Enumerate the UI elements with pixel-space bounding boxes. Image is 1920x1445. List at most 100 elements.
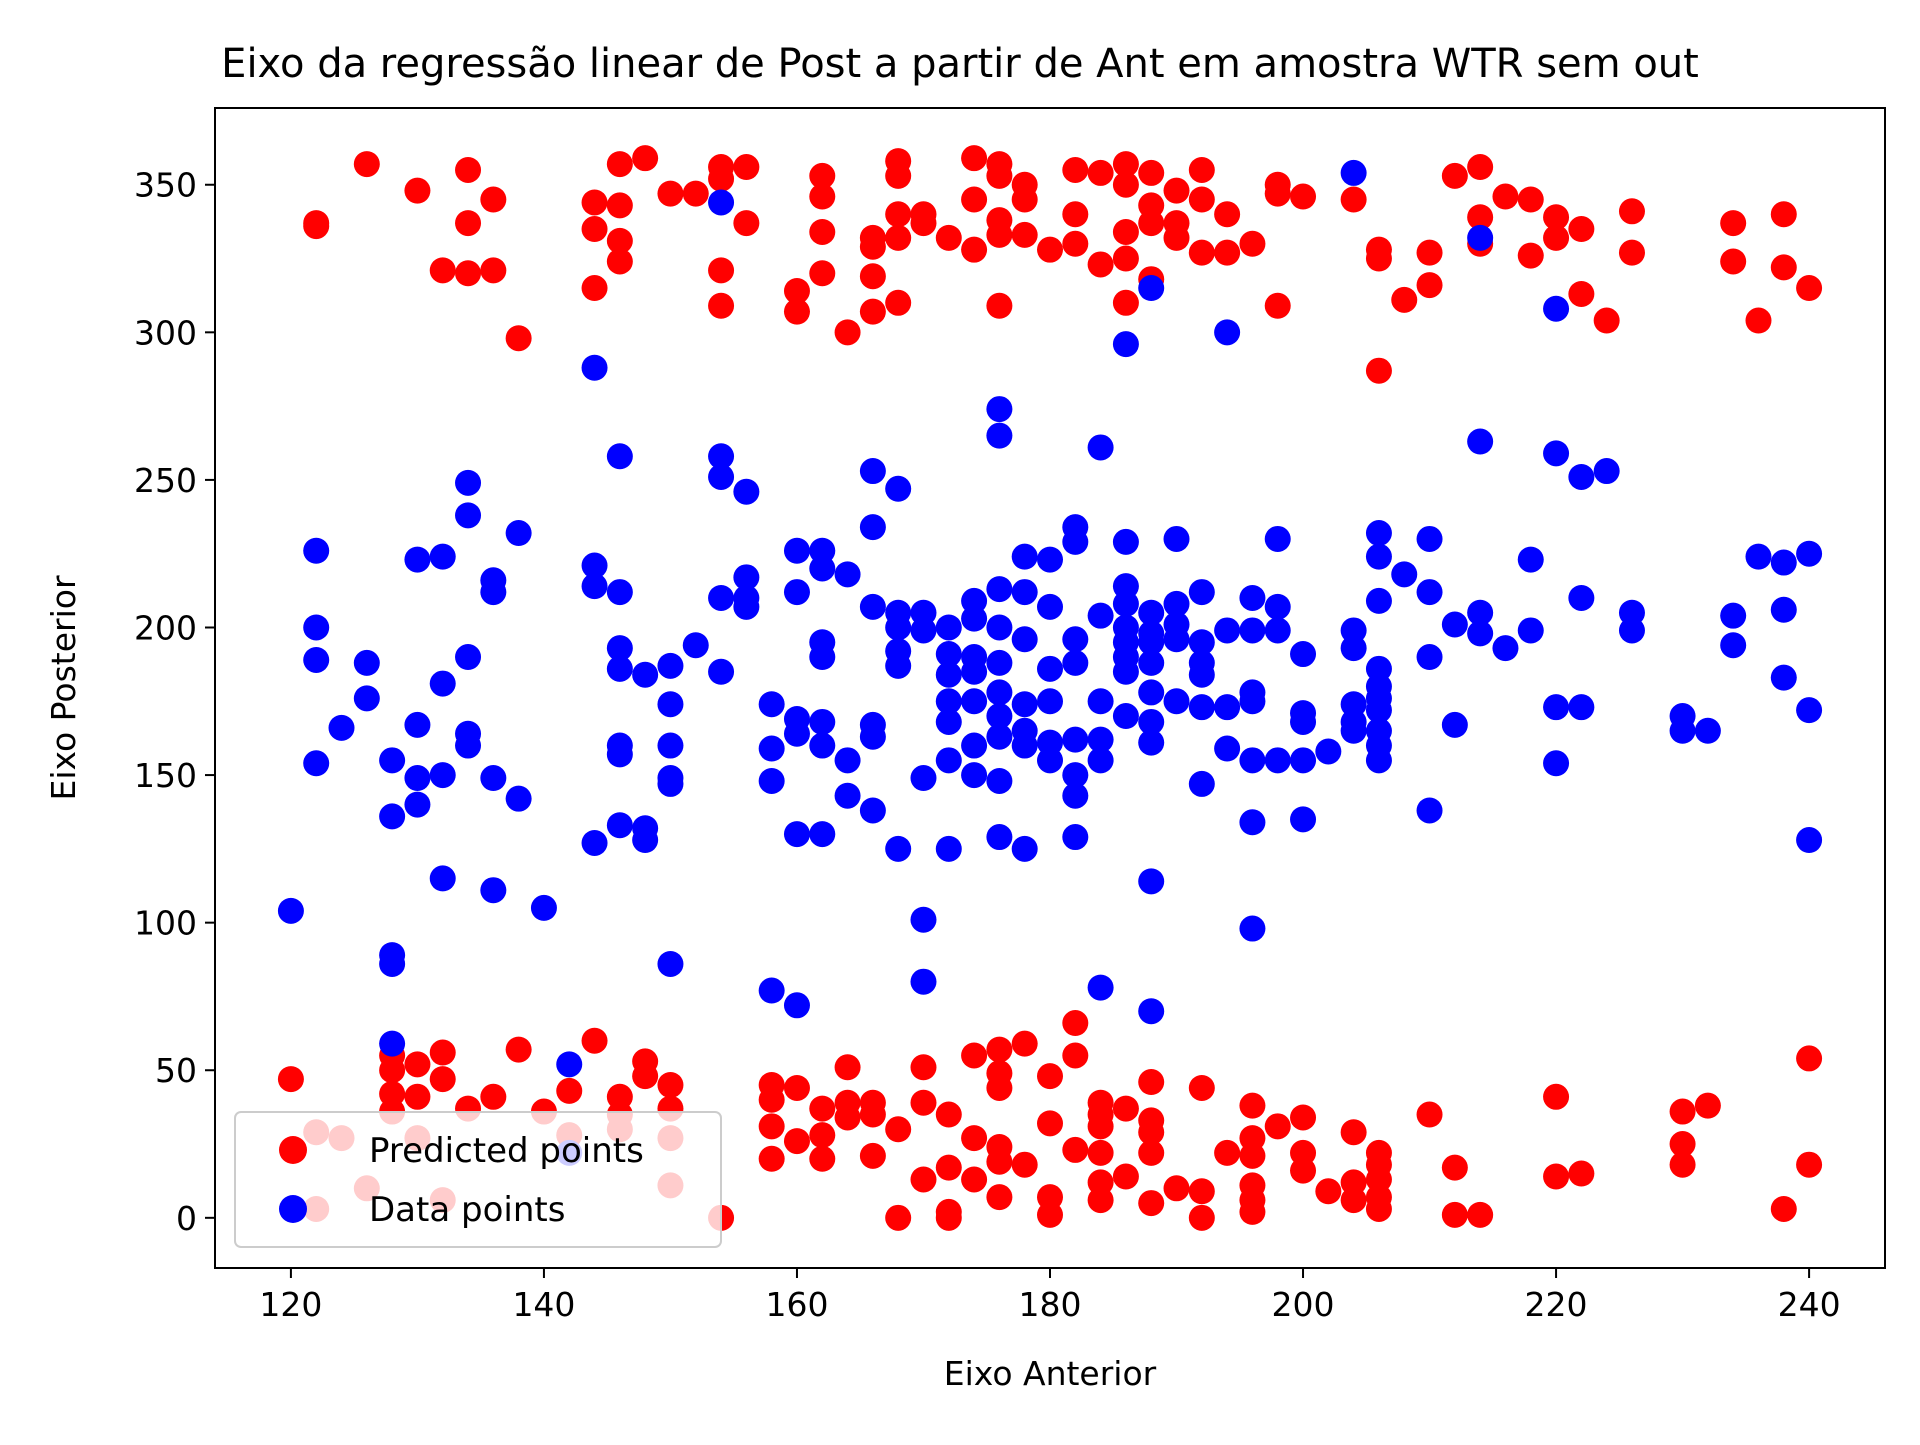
data-point — [1618, 617, 1645, 644]
predicted-point — [1669, 1131, 1696, 1158]
data-point — [379, 803, 406, 830]
data-point — [505, 520, 532, 547]
data-point — [961, 605, 988, 632]
predicted-point — [480, 186, 507, 213]
data-point — [1011, 835, 1038, 862]
predicted-point — [1467, 1201, 1494, 1228]
data-point — [1188, 661, 1215, 688]
data-point — [1770, 664, 1797, 691]
data-point — [1163, 688, 1190, 715]
data-point — [530, 894, 557, 921]
predicted-point — [455, 156, 482, 183]
data-point — [1087, 726, 1114, 753]
y-tick-label: 200 — [134, 608, 197, 647]
predicted-point — [455, 260, 482, 287]
predicted-point — [1087, 251, 1114, 278]
predicted-point — [708, 292, 735, 319]
predicted-point — [277, 1066, 304, 1093]
data-point — [353, 649, 380, 676]
predicted-point — [1138, 210, 1165, 237]
predicted-point — [1138, 1190, 1165, 1217]
data-point — [1239, 688, 1266, 715]
data-point — [1416, 525, 1443, 552]
data-point — [859, 797, 886, 824]
predicted-point — [1062, 201, 1089, 228]
data-point — [1112, 331, 1139, 358]
data-point — [1239, 584, 1266, 611]
y-tick-label: 350 — [134, 166, 197, 205]
y-axis-label: Eixo Posterior — [44, 575, 83, 800]
data-point — [606, 579, 633, 606]
predicted-point — [910, 210, 937, 237]
predicted-point — [1011, 221, 1038, 248]
predicted-point — [885, 289, 912, 316]
predicted-point — [1037, 236, 1063, 263]
predicted-point — [1214, 239, 1241, 266]
predicted-point — [379, 1057, 406, 1084]
predicted-point — [1492, 183, 1519, 210]
data-point — [1214, 617, 1241, 644]
data-point — [657, 691, 684, 718]
series-predicted-points — [277, 145, 1823, 1231]
predicted-point — [986, 1036, 1013, 1063]
predicted-point — [1239, 1198, 1266, 1225]
data-point — [657, 770, 684, 797]
predicted-point — [859, 1142, 886, 1169]
data-point — [834, 561, 861, 588]
predicted-point — [1037, 1110, 1063, 1137]
predicted-point — [1365, 245, 1392, 272]
predicted-point — [1087, 159, 1114, 186]
predicted-point — [1720, 248, 1747, 275]
predicted-point — [505, 1036, 532, 1063]
predicted-point — [1112, 218, 1139, 245]
data-point — [809, 732, 836, 759]
data-point — [455, 732, 482, 759]
predicted-point — [404, 1083, 431, 1110]
data-point — [606, 741, 633, 768]
predicted-point — [1568, 216, 1595, 243]
data-point — [1163, 626, 1190, 653]
predicted-point — [961, 145, 988, 172]
data-point — [708, 584, 735, 611]
predicted-point — [1214, 1139, 1241, 1166]
data-point — [303, 614, 330, 641]
data-point — [910, 617, 937, 644]
predicted-point — [1188, 156, 1215, 183]
predicted-point — [1694, 1092, 1721, 1119]
predicted-point — [606, 248, 633, 275]
data-point — [733, 564, 760, 591]
predicted-point — [885, 162, 912, 189]
predicted-point — [632, 145, 659, 172]
data-point — [379, 1030, 406, 1057]
predicted-point — [809, 1095, 836, 1122]
predicted-point — [606, 192, 633, 219]
predicted-point — [1796, 275, 1823, 302]
predicted-point — [809, 260, 836, 287]
data-point — [1163, 525, 1190, 552]
predicted-point — [986, 1184, 1013, 1211]
data-point — [1365, 587, 1392, 614]
predicted-point — [1543, 1163, 1570, 1190]
data-point — [1112, 528, 1139, 555]
data-point — [1214, 694, 1241, 721]
predicted-point — [1138, 1119, 1165, 1146]
data-point — [809, 555, 836, 582]
data-point — [1087, 688, 1114, 715]
data-point — [733, 593, 760, 620]
predicted-point — [606, 227, 633, 254]
data-point — [429, 670, 456, 697]
data-point — [1239, 747, 1266, 774]
predicted-point — [1618, 198, 1645, 225]
data-point — [1062, 762, 1089, 789]
predicted-point — [1062, 1042, 1089, 1069]
predicted-point — [1264, 1113, 1291, 1140]
predicted-point — [1163, 1175, 1190, 1202]
predicted-point — [961, 1125, 988, 1152]
data-point — [935, 835, 962, 862]
data-point — [1720, 602, 1747, 629]
predicted-point — [1441, 162, 1468, 189]
predicted-point — [961, 1166, 988, 1193]
predicted-point — [1290, 1104, 1317, 1131]
data-point — [986, 767, 1013, 794]
